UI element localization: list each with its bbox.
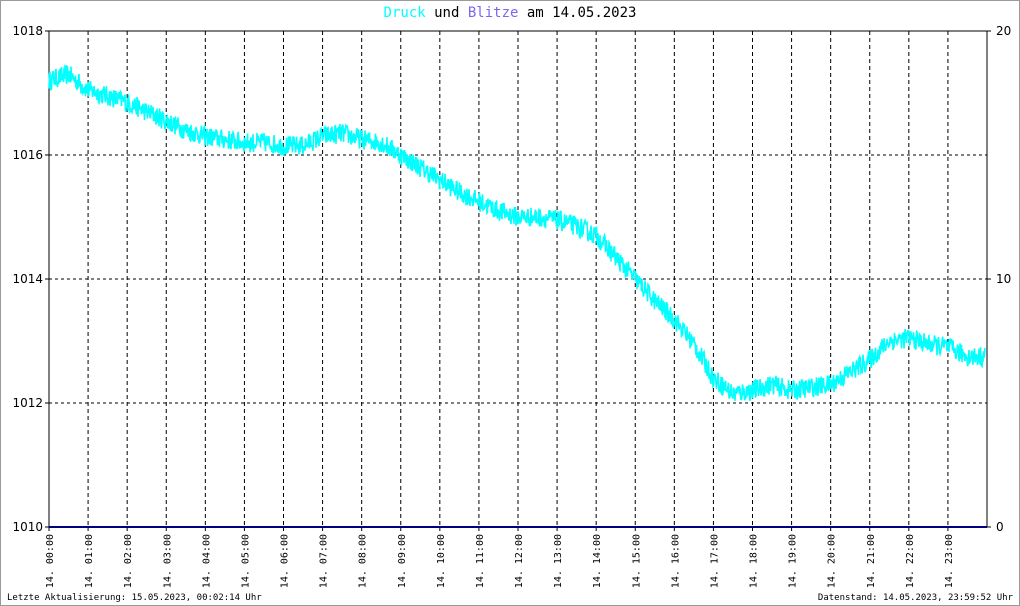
x-tick-label: 14. 01:00 <box>84 534 95 588</box>
title-date: 14.05.2023 <box>552 5 637 21</box>
y-left-tick-label: 1016 <box>12 148 43 162</box>
y-left-tick-label: 1010 <box>12 520 43 534</box>
x-tick-label: 14. 18:00 <box>749 534 760 588</box>
x-tick-label: 14. 19:00 <box>788 534 799 588</box>
x-tick-label: 14. 14:00 <box>592 534 603 588</box>
series-line-druck <box>48 64 986 401</box>
x-tick-label: 14. 22:00 <box>905 534 916 588</box>
x-tick-label: 14. 03:00 <box>162 534 173 588</box>
x-tick-label: 14. 02:00 <box>123 534 134 588</box>
x-tick-label: 14. 06:00 <box>280 534 291 588</box>
title-connector: und <box>434 5 460 21</box>
y-left-tick-label: 1018 <box>12 24 43 38</box>
x-tick-label: 14. 17:00 <box>709 534 720 588</box>
x-tick-label: 14. 12:00 <box>514 534 525 588</box>
y-right-tick-label: 0 <box>996 520 1004 534</box>
title-series-druck: Druck <box>383 5 426 21</box>
x-tick-label: 14. 07:00 <box>319 534 330 588</box>
y-left-tick-label: 1012 <box>12 396 43 410</box>
y-right-tick-label: 10 <box>996 272 1011 286</box>
chart-title: Druck und Blitze am 14.05.2023 <box>1 5 1019 21</box>
y-left-tick-label: 1014 <box>12 272 43 286</box>
x-tick-label: 14. 05:00 <box>240 534 251 588</box>
x-tick-label: 14. 21:00 <box>866 534 877 588</box>
x-tick-label: 14. 11:00 <box>475 534 486 588</box>
x-tick-label: 14. 10:00 <box>436 534 447 588</box>
y-right-tick-label: 20 <box>996 24 1011 38</box>
footer-data-status: Datenstand: 14.05.2023, 23:59:52 Uhr <box>817 593 1013 603</box>
x-tick-label: 14. 13:00 <box>553 534 564 588</box>
x-tick-label: 14. 15:00 <box>631 534 642 588</box>
x-tick-label: 14. 16:00 <box>670 534 681 588</box>
x-tick-label: 14. 23:00 <box>944 534 955 588</box>
x-tick-label: 14. 20:00 <box>827 534 838 588</box>
title-date-prefix: am <box>526 5 544 21</box>
x-tick-label: 14. 00:00 <box>45 534 56 588</box>
x-tick-label: 14. 09:00 <box>397 534 408 588</box>
footer-last-update: Letzte Aktualisierung: 15.05.2023, 00:02… <box>7 593 262 603</box>
x-tick-label: 14. 04:00 <box>201 534 212 588</box>
x-tick-label: 14. 08:00 <box>358 534 369 588</box>
title-series-blitze: Blitze <box>467 5 519 21</box>
